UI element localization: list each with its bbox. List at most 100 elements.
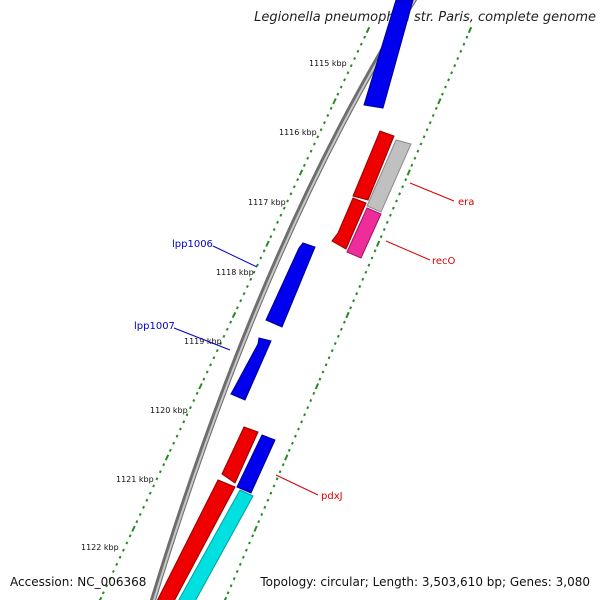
tick-mark xyxy=(242,292,246,296)
tick-mark xyxy=(235,570,239,573)
tick-mark xyxy=(322,121,326,125)
genome-summary-text: Topology: circular; Length: 3,503,610 bp… xyxy=(260,575,590,589)
tick-mark xyxy=(467,26,473,34)
tick-mark xyxy=(339,327,343,331)
tick-mark xyxy=(263,505,267,509)
tick-mark xyxy=(131,525,136,532)
gene-label-pdxj[interactable]: pdxJ xyxy=(321,491,343,502)
tick-mark xyxy=(453,64,457,68)
tick-mark xyxy=(284,454,289,461)
scale-label: 1120 kbp xyxy=(150,406,188,415)
tick-mark xyxy=(292,185,296,189)
tick-mark xyxy=(431,114,435,117)
tick-mark xyxy=(316,135,320,139)
gene-arrow xyxy=(221,426,259,484)
tick-mark xyxy=(349,64,353,68)
tick-mark xyxy=(212,356,216,360)
tick-mark xyxy=(444,85,447,89)
tick-mark xyxy=(312,142,316,146)
tick-mark xyxy=(195,391,199,395)
tick-mark xyxy=(361,277,365,281)
tick-mark xyxy=(235,306,239,310)
scale-label: 1115 kbp xyxy=(309,59,347,68)
tick-mark xyxy=(219,341,223,346)
tick-mark xyxy=(456,57,460,60)
tick-mark xyxy=(222,334,226,338)
tick-mark xyxy=(209,363,213,367)
callout-line-era xyxy=(409,182,455,202)
tick-mark xyxy=(145,498,149,502)
tick-mark xyxy=(231,311,237,319)
tick-mark xyxy=(419,142,423,146)
tick-mark xyxy=(162,463,166,467)
tick-mark xyxy=(286,199,290,203)
inner-tick-track xyxy=(223,26,473,600)
tick-mark xyxy=(318,377,322,381)
tick-mark xyxy=(365,26,371,34)
tick-mark xyxy=(398,192,402,196)
gene-label-era[interactable]: era xyxy=(458,197,474,208)
tick-mark xyxy=(353,56,357,61)
tick-mark xyxy=(401,185,405,189)
tick-mark xyxy=(251,534,255,538)
tick-mark xyxy=(406,169,411,176)
tick-mark xyxy=(332,98,337,105)
tick-mark xyxy=(282,206,286,210)
tick-mark xyxy=(253,525,258,532)
tick-mark xyxy=(172,441,176,445)
tick-mark xyxy=(388,213,392,217)
tick-mark xyxy=(356,49,360,53)
tick-mark xyxy=(404,178,408,182)
tick-mark xyxy=(262,249,266,253)
tick-mark xyxy=(229,320,233,324)
tick-mark xyxy=(326,113,330,118)
scale-label: 1118 kbp xyxy=(216,268,254,277)
gene-arrow-era xyxy=(366,139,412,213)
tick-mark xyxy=(370,256,374,260)
tick-mark xyxy=(239,299,243,303)
tick-mark xyxy=(164,454,170,461)
tick-mark xyxy=(329,106,333,110)
tick-mark xyxy=(175,434,179,438)
tick-mark xyxy=(229,584,233,588)
tick-mark xyxy=(290,441,294,445)
gene-label-reco[interactable]: recO xyxy=(432,256,456,267)
tick-mark xyxy=(298,169,304,176)
tick-mark xyxy=(339,85,343,89)
tick-mark xyxy=(296,178,300,182)
tick-mark xyxy=(382,228,386,231)
tick-mark xyxy=(245,284,249,289)
tick-mark xyxy=(306,406,310,410)
tick-mark xyxy=(300,420,304,424)
tick-mark xyxy=(336,334,340,338)
tick-mark xyxy=(330,349,334,353)
gene-arrow xyxy=(352,130,395,201)
gene-label-lpp1006[interactable]: lpp1006 xyxy=(172,239,213,250)
scale-label: 1121 kbp xyxy=(116,475,154,484)
tick-mark xyxy=(321,370,325,374)
tick-mark xyxy=(312,391,316,395)
tick-mark xyxy=(198,383,203,390)
tick-mark xyxy=(265,240,270,247)
tick-mark xyxy=(343,78,347,82)
tick-mark xyxy=(249,277,253,281)
gene-arrow-lpp1007 xyxy=(230,337,272,401)
tick-mark xyxy=(158,470,162,474)
scale-label: 1116 kbp xyxy=(279,128,317,137)
tick-mark xyxy=(428,121,432,125)
tick-mark xyxy=(410,163,414,167)
tick-mark xyxy=(255,263,259,267)
tick-mark xyxy=(440,92,444,96)
tick-mark xyxy=(336,92,340,96)
tick-mark xyxy=(309,149,313,153)
tick-mark xyxy=(121,548,125,552)
tick-mark xyxy=(238,562,242,566)
gene-arrow xyxy=(156,479,236,600)
tick-mark xyxy=(437,98,442,105)
tick-mark xyxy=(359,42,363,46)
tick-mark xyxy=(188,406,192,410)
tick-mark xyxy=(309,399,313,402)
gene-label-lpp1007[interactable]: lpp1007 xyxy=(134,321,175,332)
tick-mark xyxy=(241,555,245,559)
tick-mark xyxy=(259,256,263,260)
